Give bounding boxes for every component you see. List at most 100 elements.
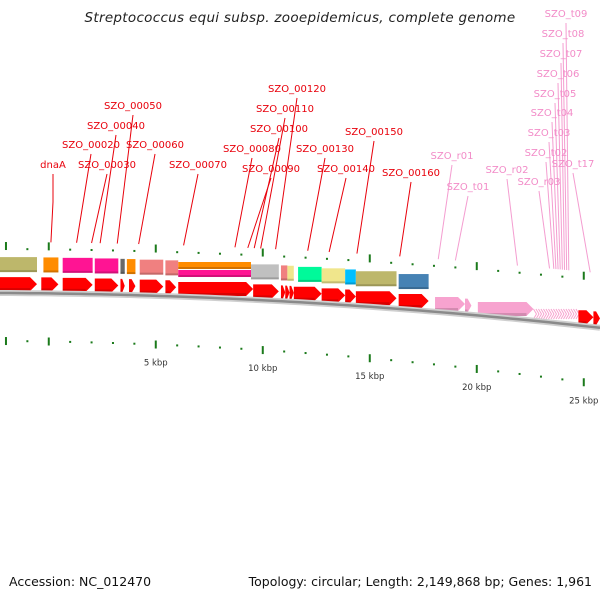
gene-label: SZO_r02 — [486, 165, 529, 176]
minor-tick — [197, 251, 200, 254]
label-leader-line — [538, 190, 551, 269]
arrow-shade — [465, 309, 468, 313]
trna-arrow — [563, 308, 568, 320]
minor-tick — [561, 275, 564, 278]
minor-tick — [240, 347, 243, 350]
label-leader-line — [548, 141, 557, 270]
label-leader-line — [234, 157, 253, 248]
gene-label: SZO_t08 — [542, 29, 585, 40]
cog-block — [43, 257, 59, 273]
major-tick — [4, 337, 7, 346]
trna-arrow — [570, 308, 575, 320]
trna-arrow — [573, 308, 578, 320]
gene-label: SZO_t03 — [528, 128, 571, 139]
minor-tick — [176, 344, 179, 347]
cog-block — [165, 260, 179, 276]
minor-tick — [347, 259, 350, 262]
cds-arrow — [289, 285, 294, 300]
cog-block-shade — [0, 270, 37, 273]
arrow-shade — [94, 289, 112, 293]
cds-arrow — [129, 279, 136, 294]
cog-block — [398, 274, 429, 290]
trna-arrow — [533, 308, 538, 320]
minor-tick — [26, 340, 29, 343]
minor-tick — [390, 261, 393, 264]
arrow-shade — [293, 297, 315, 301]
label-leader-line — [454, 195, 469, 261]
rna-arrow — [477, 302, 534, 317]
label-leader-line — [307, 157, 326, 251]
cds-arrow — [178, 282, 254, 297]
gene-label: SZO_t05 — [534, 89, 577, 100]
trna-arrow — [558, 308, 563, 320]
trna-arrow — [565, 308, 570, 320]
minor-tick — [26, 248, 29, 251]
minor-tick — [90, 249, 93, 252]
gene-label: SZO_00120 — [268, 84, 326, 95]
label-leader-line — [138, 153, 156, 245]
cog-block — [126, 259, 136, 275]
scale-label: 25 kbp — [569, 396, 598, 406]
minor-tick — [133, 342, 136, 345]
cog-block — [355, 271, 397, 287]
cog-block-shade — [355, 284, 397, 287]
cog-block-shade — [345, 282, 356, 285]
label-leader-line — [506, 178, 518, 266]
trna-arrow — [550, 308, 555, 320]
arrow-shade — [345, 300, 350, 304]
major-tick — [4, 242, 7, 251]
gene-label: SZO_t07 — [540, 49, 583, 60]
major-tick — [47, 242, 50, 251]
major-tick — [368, 354, 371, 363]
minor-tick — [561, 378, 564, 381]
minor-tick — [454, 365, 457, 368]
gene-label: SZO_00050 — [104, 101, 162, 112]
trna-arrow — [535, 308, 540, 320]
genome-summary: Topology: circular; Length: 2,149,868 bp… — [248, 574, 592, 589]
gene-label: SZO_t06 — [537, 69, 580, 80]
cog-block-shade — [178, 275, 251, 278]
scale-label: 10 kbp — [248, 364, 277, 374]
trna-arrow — [555, 308, 560, 320]
minor-tick — [90, 341, 93, 344]
feature-track — [0, 277, 600, 326]
gene-label: SZO_00160 — [382, 168, 440, 179]
minor-tick — [111, 342, 114, 345]
major-tick — [368, 254, 371, 263]
cds-arrow — [0, 277, 37, 292]
minor-tick — [518, 372, 521, 375]
cog-block — [298, 266, 322, 282]
minor-tick — [240, 253, 243, 256]
label-leader-line — [437, 164, 453, 260]
major-tick — [582, 378, 585, 387]
label-leader-line — [253, 137, 280, 249]
cds-arrow — [139, 279, 164, 294]
cog-block — [321, 268, 346, 284]
gene-label: SZO_r03 — [518, 177, 561, 188]
label-leader-line — [545, 161, 555, 269]
cog-block — [0, 257, 37, 273]
scale-label: 5 kbp — [144, 359, 168, 369]
trna-arrow — [540, 308, 545, 320]
gene-label: SZO_00070 — [169, 160, 227, 171]
cds-arrow — [62, 277, 93, 292]
label-leader-line — [551, 121, 559, 270]
minor-tick — [218, 252, 221, 255]
arrow-shade — [578, 321, 587, 325]
trna-arrow — [545, 308, 550, 320]
gene-label: SZO_00040 — [87, 121, 145, 132]
rna-arrow — [435, 297, 465, 312]
minor-tick — [197, 345, 200, 348]
minor-tick — [325, 257, 328, 260]
gene-label: SZO_00150 — [345, 127, 403, 138]
label-leader-line — [275, 97, 298, 250]
cog-block — [280, 265, 288, 281]
minor-tick — [432, 264, 435, 267]
cog-category-track — [0, 257, 429, 290]
trna-arrow — [553, 308, 558, 320]
minor-tick — [518, 271, 521, 274]
label-leader-line — [560, 62, 566, 270]
label-leader-line — [356, 140, 375, 254]
gene-label: SZO_00130 — [296, 144, 354, 155]
